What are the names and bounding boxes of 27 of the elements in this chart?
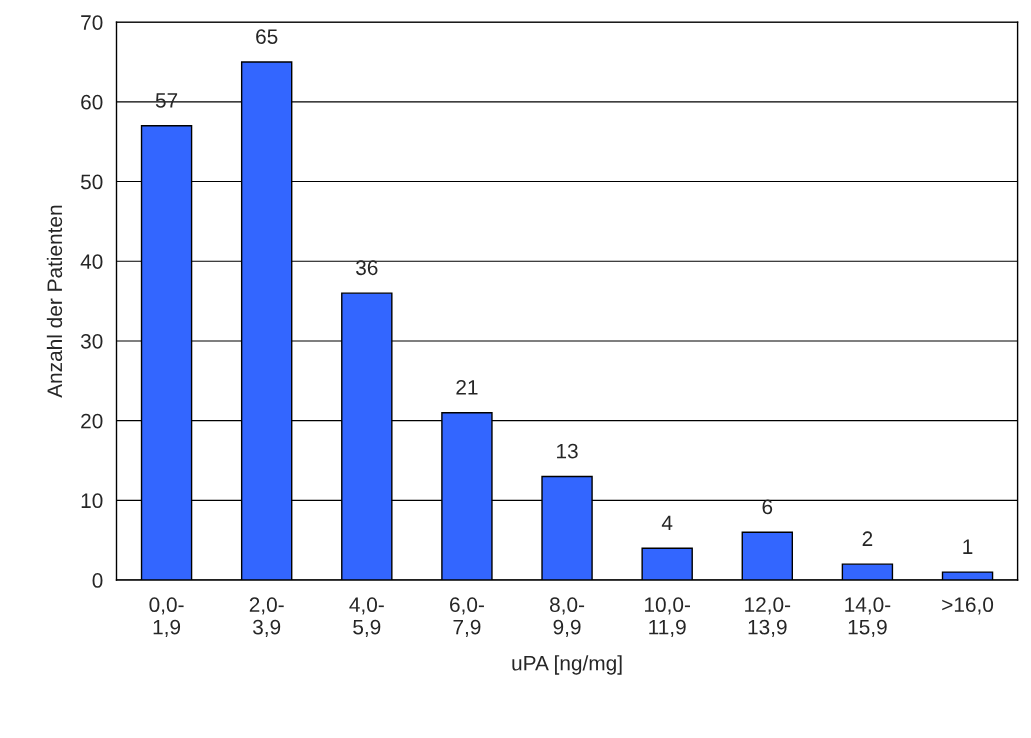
x-tick-label: 12,0- 13,9 bbox=[745, 597, 791, 637]
x-tick-label: 4,0- 5,9 bbox=[349, 597, 384, 637]
data-label: 21 bbox=[456, 379, 478, 395]
y-tick-label: 10 bbox=[81, 493, 103, 509]
y-tick-label: 30 bbox=[80, 333, 103, 349]
x-axis-title: uPA [ng/mg] bbox=[512, 655, 622, 675]
data-label: 2 bbox=[862, 531, 873, 546]
x-tick-label: 0,0- 1,9 bbox=[149, 597, 184, 637]
y-tick-label: 0 bbox=[92, 573, 103, 588]
y-tick-label: 60 bbox=[81, 94, 103, 110]
x-tick-label: 14,0- 15,9 bbox=[845, 597, 891, 637]
data-label: 1 bbox=[963, 539, 973, 554]
y-tick-label: 50 bbox=[80, 174, 103, 190]
y-tick-label: 70 bbox=[81, 15, 103, 30]
y-tick-label: 20 bbox=[81, 413, 103, 429]
y-axis-title: Anzahl der Patienten bbox=[46, 205, 63, 398]
x-tick-label: 8,0- 9,9 bbox=[550, 597, 585, 637]
data-label: 6 bbox=[762, 499, 773, 515]
data-label: 65 bbox=[256, 29, 278, 44]
data-label: 4 bbox=[661, 515, 673, 530]
data-label: 13 bbox=[557, 443, 578, 459]
x-tick-label: 10,0- 11,9 bbox=[645, 597, 690, 637]
x-tick-label: 2,0- 3,9 bbox=[249, 597, 284, 637]
data-label: 36 bbox=[356, 260, 378, 276]
x-tick-label: 6,0- 7,9 bbox=[450, 597, 484, 637]
y-tick-label: 40 bbox=[80, 254, 103, 270]
x-tick-label: >16,0 bbox=[942, 597, 994, 615]
